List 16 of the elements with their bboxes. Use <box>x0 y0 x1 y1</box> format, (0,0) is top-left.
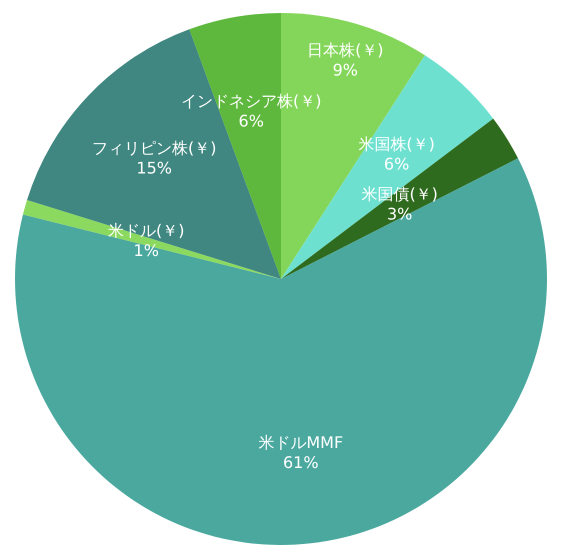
data-label: 61% <box>282 452 319 472</box>
data-label: 3% <box>386 204 412 224</box>
data-label: 1% <box>134 241 159 260</box>
slice-label: 日本株(￥) <box>307 40 384 60</box>
pie-slice <box>281 118 518 279</box>
slice-label: 米ドル(￥) <box>108 221 184 240</box>
pie-slice <box>22 200 281 279</box>
slice-label: インドネシア株(￥) <box>181 92 322 111</box>
data-label: 6% <box>384 154 410 174</box>
slice-label: 米ドルMMF <box>258 432 344 452</box>
data-label: 15% <box>136 158 172 178</box>
slice-label: フィリピン株(￥) <box>92 138 216 158</box>
pie-slice <box>15 158 547 545</box>
data-label: 6% <box>238 112 264 131</box>
slice-label: 米国債(￥) <box>361 184 438 204</box>
data-label: 9% <box>332 60 358 80</box>
